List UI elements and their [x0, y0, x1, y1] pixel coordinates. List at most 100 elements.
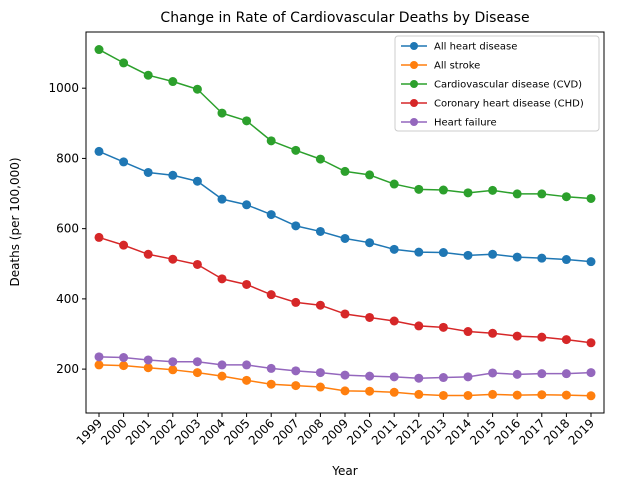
data-point — [266, 363, 276, 373]
data-point — [266, 210, 276, 220]
x-tick-label: 2019 — [566, 416, 597, 447]
data-point — [537, 253, 547, 263]
legend-label: Coronary heart disease (CHD) — [434, 99, 584, 110]
data-point — [512, 390, 522, 400]
x-tick-label: 2009 — [320, 416, 351, 447]
data-point — [291, 381, 301, 391]
x-tick-label: 2007 — [270, 416, 301, 447]
data-point — [266, 379, 276, 389]
data-point — [463, 250, 473, 260]
y-tick-label: 400 — [56, 292, 79, 306]
data-point — [561, 390, 571, 400]
data-point — [438, 322, 448, 332]
data-point — [94, 232, 104, 242]
legend-marker — [410, 118, 418, 126]
x-tick-label: 2004 — [197, 416, 228, 447]
data-point — [315, 368, 325, 378]
x-tick-label: 2013 — [418, 416, 449, 447]
legend-marker — [410, 99, 418, 107]
series-group — [94, 352, 596, 383]
data-point — [438, 185, 448, 195]
data-point — [315, 226, 325, 236]
x-tick-label: 2014 — [443, 416, 474, 447]
x-tick-label: 2002 — [147, 416, 178, 447]
x-tick-label: 2005 — [221, 416, 252, 447]
legend-marker — [410, 80, 418, 88]
data-point — [389, 372, 399, 382]
data-point — [340, 166, 350, 176]
data-point — [414, 389, 424, 399]
data-point — [217, 194, 227, 204]
data-point — [512, 369, 522, 379]
data-point — [561, 335, 571, 345]
x-axis-title: Year — [331, 464, 357, 478]
data-point — [414, 321, 424, 331]
data-point — [438, 248, 448, 258]
y-tick-label: 600 — [56, 222, 79, 236]
data-point — [291, 145, 301, 155]
data-point — [488, 185, 498, 195]
data-point — [512, 331, 522, 341]
data-point — [586, 193, 596, 203]
data-point — [365, 312, 375, 322]
data-point — [512, 189, 522, 199]
legend-marker — [410, 61, 418, 69]
data-point — [143, 363, 153, 373]
data-point — [266, 290, 276, 300]
data-point — [242, 116, 252, 126]
data-point — [537, 390, 547, 400]
x-tick-label: 2018 — [541, 416, 572, 447]
data-point — [217, 108, 227, 118]
data-point — [463, 372, 473, 382]
data-point — [143, 249, 153, 259]
chart-title: Change in Rate of Cardiovascular Deaths … — [160, 10, 529, 26]
x-tick-label: 2012 — [393, 416, 424, 447]
x-tick-label: 2017 — [516, 416, 547, 447]
legend-label: Cardiovascular disease (CVD) — [434, 80, 582, 91]
data-point — [463, 188, 473, 198]
data-point — [488, 389, 498, 399]
data-point — [340, 370, 350, 380]
data-point — [94, 146, 104, 156]
data-point — [463, 327, 473, 337]
x-tick-label: 2003 — [172, 416, 203, 447]
data-point — [586, 391, 596, 401]
data-point — [561, 192, 571, 202]
data-point — [192, 176, 202, 186]
data-point — [537, 189, 547, 199]
data-point — [192, 368, 202, 378]
data-point — [414, 373, 424, 383]
data-point — [340, 386, 350, 396]
data-point — [537, 332, 547, 342]
x-tick-label: 2010 — [344, 416, 375, 447]
y-axis: 200 400 600 800 1000 — [48, 81, 86, 376]
x-tick-label: 2011 — [369, 416, 400, 447]
data-point — [438, 390, 448, 400]
series-group — [94, 45, 596, 203]
x-tick-label: 2000 — [98, 416, 129, 447]
data-point — [168, 170, 178, 180]
data-point — [192, 259, 202, 269]
y-tick-label: 1000 — [48, 81, 79, 95]
legend-label: All stroke — [434, 61, 480, 72]
y-axis-title: Deaths (per 100,000) — [8, 157, 22, 286]
series-group — [94, 360, 596, 401]
data-point — [315, 300, 325, 310]
data-point — [291, 366, 301, 376]
data-point — [389, 244, 399, 254]
data-point — [315, 154, 325, 164]
y-tick-label: 800 — [56, 151, 79, 165]
data-point — [512, 252, 522, 262]
data-point — [217, 360, 227, 370]
data-point — [119, 240, 129, 250]
data-point — [168, 254, 178, 264]
x-tick-label: 2016 — [492, 416, 523, 447]
data-point — [168, 77, 178, 87]
data-point — [266, 136, 276, 146]
data-point — [119, 58, 129, 68]
data-point — [315, 382, 325, 392]
x-tick-label: 2008 — [295, 416, 326, 447]
data-point — [291, 297, 301, 307]
